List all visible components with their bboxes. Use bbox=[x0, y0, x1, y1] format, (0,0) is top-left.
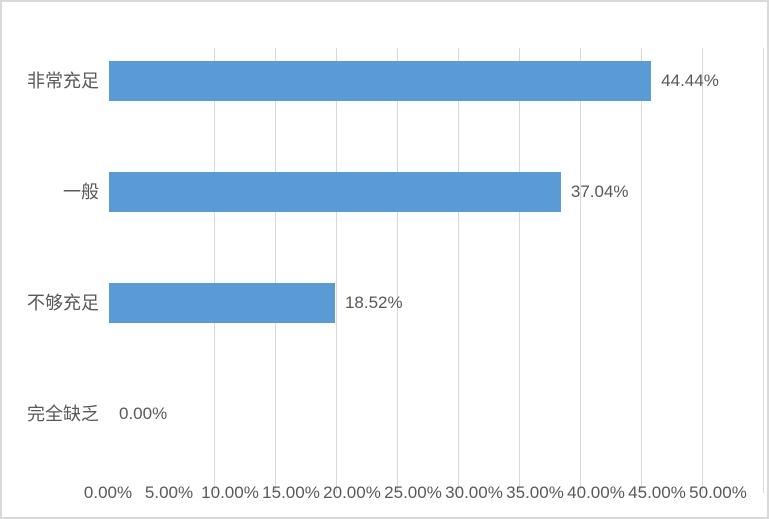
x-axis-tick-label: 30.00% bbox=[445, 483, 503, 502]
x-axis-tick-label: 40.00% bbox=[567, 483, 625, 502]
gridline bbox=[336, 48, 337, 493]
bar bbox=[109, 283, 335, 324]
gridline bbox=[519, 48, 520, 493]
gridline bbox=[214, 48, 215, 493]
gridline bbox=[275, 48, 276, 493]
x-axis-tick-label: 0.00% bbox=[83, 483, 133, 502]
gridline bbox=[580, 48, 581, 493]
data-label: 0.00% bbox=[119, 404, 168, 424]
gridline bbox=[397, 48, 398, 493]
x-axis-tick-label: 20.00% bbox=[323, 483, 381, 502]
gridline bbox=[702, 48, 703, 493]
data-label: 18.52% bbox=[344, 293, 403, 313]
gridline bbox=[458, 48, 459, 493]
data-label: 44.44% bbox=[661, 70, 719, 90]
x-axis-tick-label: 5.00% bbox=[144, 483, 194, 502]
plot-area bbox=[108, 25, 764, 493]
category-label: 一般 bbox=[63, 181, 99, 202]
x-axis-tick-label: 25.00% bbox=[384, 483, 442, 502]
x-axis-tick-label: 15.00% bbox=[262, 483, 320, 502]
bar bbox=[109, 171, 561, 212]
gridline bbox=[763, 48, 764, 493]
bar bbox=[109, 60, 652, 101]
gridline bbox=[641, 48, 642, 493]
category-label: 不够充足 bbox=[27, 293, 99, 314]
x-axis-tick-label: 10.00% bbox=[201, 483, 259, 502]
category-label: 完全缺乏 bbox=[27, 404, 99, 425]
x-axis-tick-label: 45.00% bbox=[628, 483, 686, 502]
category-label: 非常充足 bbox=[27, 70, 99, 91]
x-axis-tick-label: 50.00% bbox=[689, 483, 747, 502]
x-axis-tick-label: 35.00% bbox=[506, 483, 564, 502]
data-label: 37.04% bbox=[570, 181, 629, 201]
